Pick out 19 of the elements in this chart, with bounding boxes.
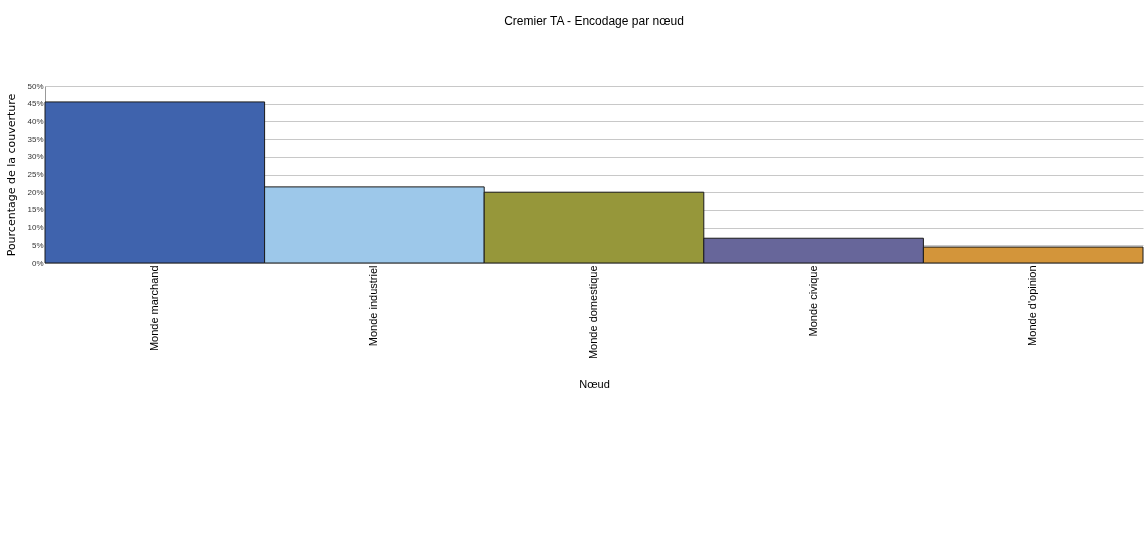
y-tick-label: 35% [27, 134, 44, 144]
y-tick-label: 20% [27, 187, 44, 197]
chart-title: Cremier TA - Encodage par nœud [504, 14, 684, 28]
y-tick-label: 30% [27, 152, 44, 162]
y-tick-label: 5% [31, 240, 44, 250]
x-axis-title: Nœud [579, 378, 610, 391]
x-tick-label: Monde d'opinion [1026, 265, 1039, 346]
x-tick-label: Monde civique [806, 265, 819, 337]
y-tick-label: 25% [27, 170, 44, 179]
y-tick-label: 10% [27, 223, 44, 233]
x-tick-label: Monde domestique [587, 265, 599, 360]
y-tick-label: 15% [27, 205, 44, 215]
y-axis-title: Pourcentage de la couverture [5, 93, 19, 257]
y-tick-label: 45% [27, 99, 44, 109]
y-tick-label: 50% [27, 81, 44, 91]
x-tick-label: Monde marchand [147, 265, 160, 352]
y-tick-label: 0% [31, 258, 44, 268]
x-tick-label: Monde industriel [367, 265, 380, 347]
y-tick-label: 40% [27, 116, 44, 126]
